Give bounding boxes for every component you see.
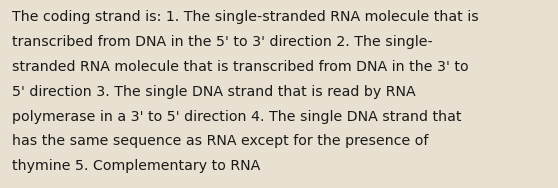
Text: has the same sequence as RNA except for the presence of: has the same sequence as RNA except for … bbox=[12, 134, 429, 148]
Text: thymine 5. Complementary to RNA: thymine 5. Complementary to RNA bbox=[12, 159, 261, 173]
Text: transcribed from DNA in the 5' to 3' direction 2. The single-: transcribed from DNA in the 5' to 3' dir… bbox=[12, 35, 433, 49]
Text: The coding strand is: 1. The single-stranded RNA molecule that is: The coding strand is: 1. The single-stra… bbox=[12, 10, 479, 24]
Text: stranded RNA molecule that is transcribed from DNA in the 3' to: stranded RNA molecule that is transcribe… bbox=[12, 60, 469, 74]
Text: polymerase in a 3' to 5' direction 4. The single DNA strand that: polymerase in a 3' to 5' direction 4. Th… bbox=[12, 110, 462, 124]
Text: 5' direction 3. The single DNA strand that is read by RNA: 5' direction 3. The single DNA strand th… bbox=[12, 85, 416, 99]
